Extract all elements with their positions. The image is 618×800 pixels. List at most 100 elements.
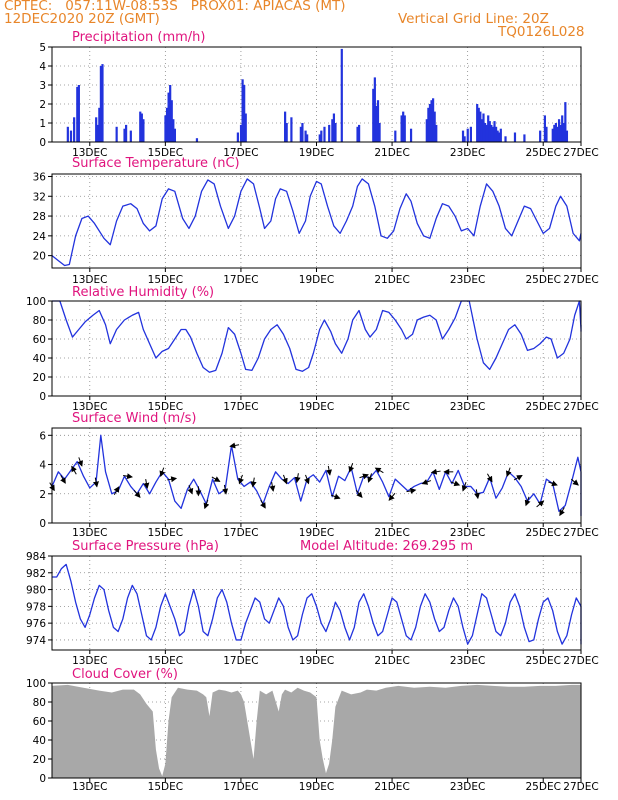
run-datetime: 12DEC2020 20Z (GMT) [4, 11, 160, 27]
precip-bar [173, 128, 177, 142]
wind-line [51, 434, 582, 517]
precip-bar [498, 132, 501, 142]
wind-arrow [524, 496, 531, 507]
temp-xtick-label: 17DEC [223, 274, 258, 286]
temp-xtick-label: 19DEC [299, 274, 334, 286]
rh-ytick-label: 0 [39, 391, 46, 403]
precip-bar [172, 119, 175, 142]
temp-xtick-label: 13DEC [72, 274, 107, 286]
pressure-title: Surface Pressure (hPa) [72, 539, 219, 554]
precip-bar [483, 123, 487, 142]
wind-arrow [229, 442, 240, 449]
precip-bar [476, 104, 479, 142]
wind-arrow [355, 490, 363, 498]
wind-arrow [430, 468, 441, 475]
temp-ytick-label: 32 [33, 191, 46, 203]
rh-xtick-label: 25DEC [526, 401, 561, 413]
wind-arrow [548, 480, 558, 487]
rh-ytick-label: 60 [33, 334, 46, 346]
wind-arrow [93, 477, 99, 488]
precip-bar [243, 85, 246, 142]
wind-arrow [513, 474, 523, 481]
precip-bar [142, 119, 145, 142]
wind-arrow [222, 484, 229, 495]
temp-ytick-label: 36 [33, 171, 47, 183]
rh-title: Relative Humidity (%) [72, 285, 214, 300]
precip-ytick-label: 3 [39, 80, 46, 92]
pressure-ytick-label: 980 [26, 585, 46, 597]
temp-xtick-label: 23DEC [450, 274, 485, 286]
temp-frame [51, 173, 582, 269]
precip-bar [167, 92, 170, 142]
wind-arrow [60, 475, 66, 484]
precip-ytick-label: 1 [39, 118, 46, 130]
rh-xtick-label: 21DEC [374, 401, 409, 413]
cloud-ytick-label: 40 [33, 735, 46, 747]
precip-bar [284, 111, 287, 142]
wind-arrow [486, 473, 493, 483]
precip-bar [559, 124, 562, 142]
precip-bar [433, 111, 436, 142]
precip-bar [513, 132, 517, 142]
cloud-xtick-label: 17DEC [223, 781, 258, 793]
precip-bar [76, 86, 79, 142]
precip-bar [129, 130, 132, 142]
pressure-xtick-label: 13DEC [72, 655, 107, 667]
wind-arrow [269, 481, 276, 492]
rh-xtick-label: 15DEC [148, 401, 183, 413]
precip-bar [195, 138, 199, 142]
cloud-ytick-label: 80 [33, 697, 46, 709]
precip-bar [320, 130, 323, 142]
precip-bar [402, 111, 405, 142]
precip-bar [139, 111, 142, 142]
rh-xtick-label: 13DEC [72, 401, 107, 413]
precip-bar [430, 100, 433, 142]
precip-bar [479, 111, 482, 142]
pressure-xtick-label: 17DEC [223, 655, 258, 667]
precip-bar [332, 113, 336, 142]
rh-ytick-label: 20 [33, 372, 46, 384]
precip-ytick-label: 0 [39, 137, 46, 149]
pressure-ytick-label: 984 [26, 551, 46, 563]
precip-bar [318, 134, 321, 142]
wind-ytick-label: 2 [39, 489, 46, 501]
wind-arrow [71, 465, 77, 475]
precip-bar [490, 124, 493, 142]
precip-bar [461, 130, 465, 142]
precip-xtick-label: 27DEC [563, 147, 598, 159]
temp-title: Surface Temperature (nC) [72, 156, 240, 171]
precip-bar [356, 126, 359, 142]
precip-bar [432, 98, 435, 142]
pressure-ytick-label: 974 [26, 635, 46, 647]
cloud-ytick-label: 0 [39, 773, 46, 785]
precip-bar [375, 105, 378, 142]
precip-bar [306, 134, 309, 142]
precip-bar [543, 115, 546, 142]
model-code: TQ0126L028 [498, 24, 585, 40]
pressure-xtick-label: 25DEC [526, 655, 561, 667]
precip-bar [551, 128, 554, 142]
precip-bar [480, 119, 484, 142]
precip-bar [554, 123, 558, 142]
precip-bar [523, 134, 526, 142]
precip-bar [463, 136, 466, 142]
wind-arrow [536, 500, 545, 508]
precip-bar [378, 123, 381, 142]
cloud-xtick-label: 15DEC [148, 781, 183, 793]
precip-bar [66, 126, 69, 142]
precip-bar [299, 126, 302, 142]
precip-ytick-label: 2 [39, 99, 46, 111]
wind-arrow [203, 499, 210, 510]
rh-ytick-label: 40 [33, 353, 46, 365]
precip-bar [504, 136, 507, 142]
wind-arrow [143, 479, 150, 489]
rh-xtick-label: 17DEC [223, 401, 258, 413]
precip-bar [562, 123, 565, 142]
wind-ytick-label: 0 [39, 518, 46, 530]
precip-bar [285, 123, 288, 142]
precip-bar [376, 100, 380, 142]
cloud-title: Cloud Cover (%) [72, 667, 178, 682]
precip-bar [77, 85, 80, 142]
precip-bar [140, 113, 143, 142]
